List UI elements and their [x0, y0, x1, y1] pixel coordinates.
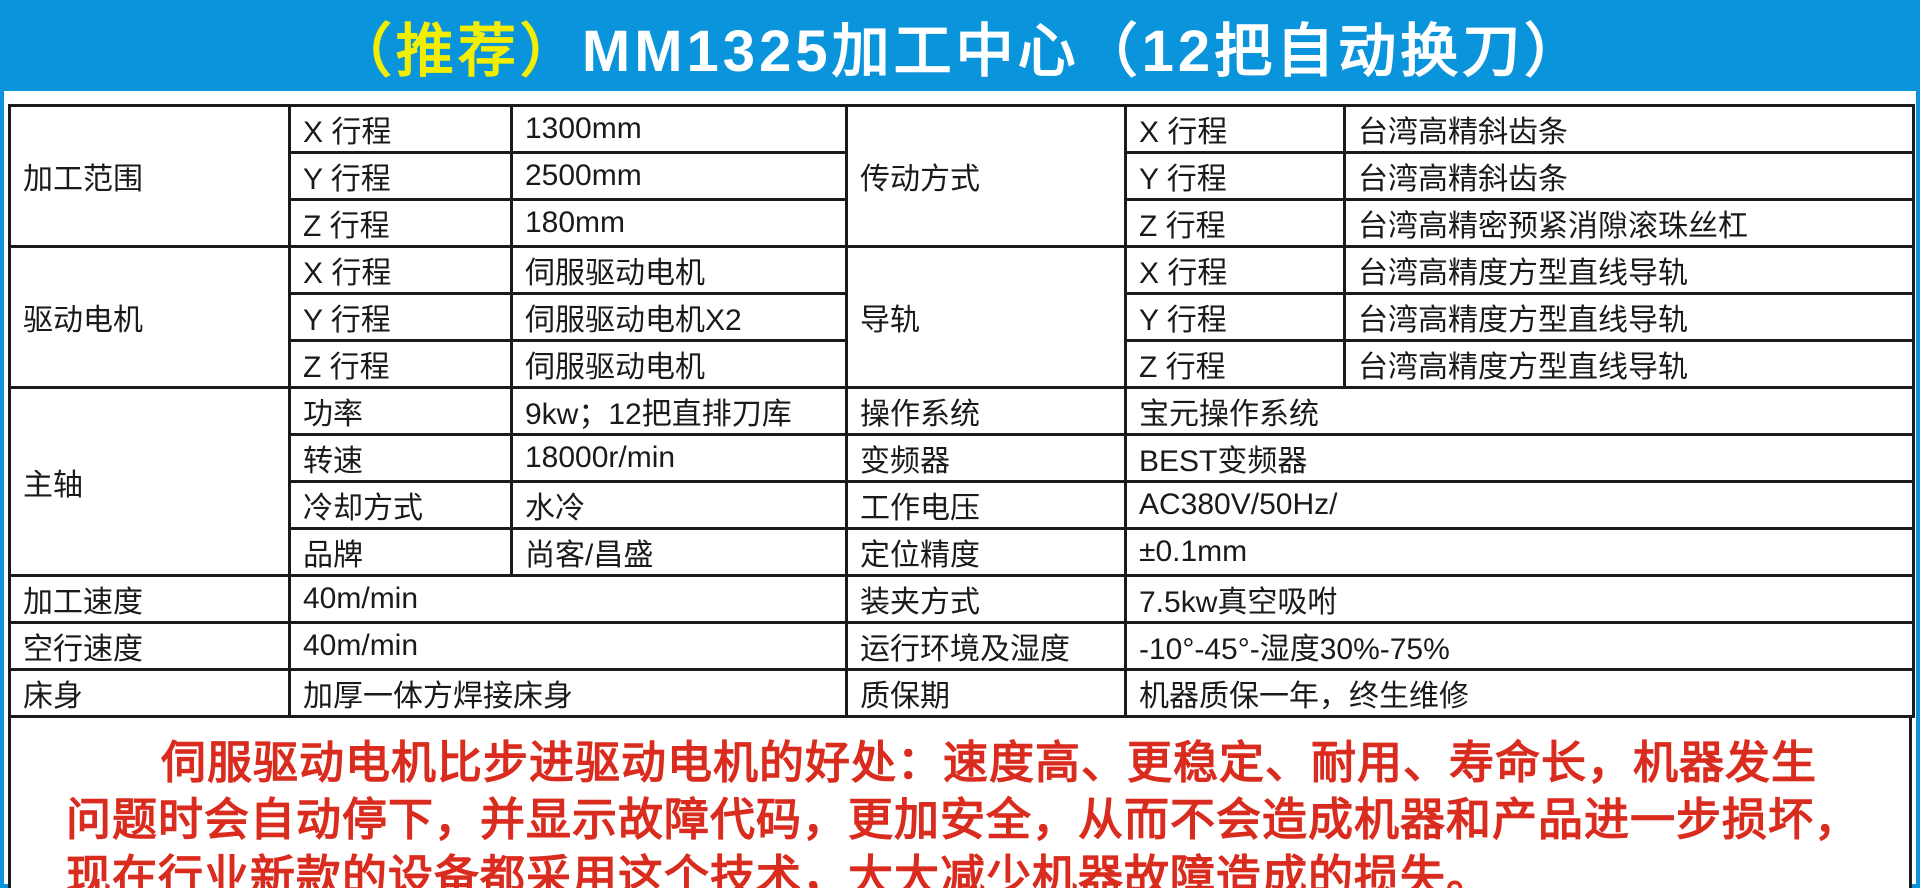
category-cell: 工作电压 — [845, 480, 1127, 530]
table-row: 主轴 功率 9kw；12把直排刀库 操作系统 宝元操作系统 — [8, 386, 1915, 577]
category-cell: 主轴 — [8, 386, 291, 577]
value-cell: 40m/min — [288, 574, 848, 624]
sub-label-cell: Y 行程 — [288, 151, 513, 201]
category-cell: 运行环境及湿度 — [845, 621, 1127, 671]
category-cell: 变频器 — [845, 433, 1127, 483]
sub-label-cell: Z 行程 — [288, 339, 513, 389]
sub-label-cell: 转速 — [288, 433, 513, 483]
value-cell: 台湾高精度方型直线导轨 — [1343, 292, 1915, 342]
sub-label-cell: Y 行程 — [1124, 151, 1346, 201]
sheet-body: 加工范围 X 行程 1300mm 传动方式 X 行程 台湾高精斜齿条 Y 行程 … — [4, 91, 1916, 888]
table-row: Y 行程 伺服驱动电机X2 Y 行程 台湾高精度方型直线导轨 — [10, 292, 1915, 342]
table-row: 加工速度 40m/min 装夹方式 7.5kw真空吸咐 — [8, 574, 1915, 624]
sub-label-cell: Y 行程 — [1124, 292, 1346, 342]
value-cell: 2500mm — [510, 151, 848, 201]
value-cell: 伺服驱动电机 — [510, 245, 848, 295]
value-cell: 9kw；12把直排刀库 — [510, 386, 848, 436]
table-row: 空行速度 40m/min 运行环境及湿度 -10°-45°-湿度30%-75% — [8, 621, 1915, 671]
note-line-2: 问题时会自动停下，并显示故障代码，更加安全，从而不会造成机器和产品进一步损坏， — [66, 794, 1861, 845]
title-recommended-tag: （推荐） — [333, 18, 582, 84]
sub-label-cell: 冷却方式 — [288, 480, 513, 530]
table-row: 转速 18000r/min 变频器 BEST变频器 — [10, 433, 1915, 483]
category-cell: 驱动电机 — [8, 245, 291, 389]
category-cell: 导轨 — [845, 245, 1127, 389]
category-cell: 加工范围 — [8, 104, 291, 248]
value-cell: 台湾高精度方型直线导轨 — [1343, 245, 1915, 295]
value-cell: 7.5kw真空吸咐 — [1124, 574, 1915, 624]
table-row: 床身 加厚一体方焊接床身 质保期 机器质保一年，终生维修 — [8, 668, 1915, 718]
table-row: 冷却方式 水冷 工作电压 AC380V/50Hz/ — [10, 480, 1915, 530]
sub-label-cell: Z 行程 — [288, 198, 513, 248]
sub-label-cell: Z 行程 — [1124, 339, 1346, 389]
table-row: Z 行程 伺服驱动电机 Z 行程 台湾高精度方型直线导轨 — [10, 339, 1915, 389]
sub-label-cell: 品牌 — [288, 527, 513, 577]
category-cell: 质保期 — [845, 668, 1127, 718]
value-cell: 台湾高精密预紧消隙滚珠丝杠 — [1343, 198, 1915, 248]
category-cell: 空行速度 — [8, 621, 291, 671]
category-cell: 传动方式 — [845, 104, 1127, 248]
value-cell: 台湾高精斜齿条 — [1343, 151, 1915, 201]
value-cell: 伺服驱动电机X2 — [510, 292, 848, 342]
servo-benefits-note: 伺服驱动电机比步进驱动电机的好处：速度高、更稳定、耐用、寿命长，机器发生 问题时… — [8, 718, 1912, 888]
sub-label-cell: X 行程 — [1124, 245, 1346, 295]
sub-label-cell: X 行程 — [1124, 104, 1346, 154]
value-cell: 加厚一体方焊接床身 — [288, 668, 848, 718]
category-cell: 加工速度 — [8, 574, 291, 624]
sub-label-cell: Y 行程 — [288, 292, 513, 342]
category-cell: 床身 — [8, 668, 291, 718]
value-cell: 尚客/昌盛 — [510, 527, 848, 577]
value-cell: 伺服驱动电机 — [510, 339, 848, 389]
value-cell: 机器质保一年，终生维修 — [1124, 668, 1915, 718]
value-cell: 台湾高精度方型直线导轨 — [1343, 339, 1915, 389]
value-cell: ±0.1mm — [1124, 527, 1915, 577]
value-cell: 18000r/min — [510, 433, 848, 483]
value-cell: 180mm — [510, 198, 848, 248]
value-cell: 台湾高精斜齿条 — [1343, 104, 1915, 154]
note-line-3: 现在行业新款的设备都采用这个技术，大大减少机器故障造成的损失。 — [66, 851, 1493, 888]
sub-label-cell: X 行程 — [288, 245, 513, 295]
table-row: 加工范围 X 行程 1300mm 传动方式 X 行程 台湾高精斜齿条 — [8, 104, 1915, 248]
title-banner: （推荐） MM1325加工中心（12把自动换刀） — [0, 0, 1920, 91]
note-line-1: 伺服驱动电机比步进驱动电机的好处：速度高、更稳定、耐用、寿命长，机器发生 — [161, 737, 1818, 788]
table-row: 品牌 尚客/昌盛 定位精度 ±0.1mm — [10, 527, 1915, 577]
value-cell: BEST变频器 — [1124, 433, 1915, 483]
page-title: MM1325加工中心（12把自动换刀） — [581, 18, 1587, 84]
category-cell: 操作系统 — [845, 386, 1127, 436]
category-cell: 定位精度 — [845, 527, 1127, 577]
table-row: Z 行程 180mm Z 行程 台湾高精密预紧消隙滚珠丝杠 — [10, 198, 1915, 248]
sub-label-cell: Z 行程 — [1124, 198, 1346, 248]
value-cell: 宝元操作系统 — [1124, 386, 1915, 436]
sub-label-cell: 功率 — [288, 386, 513, 436]
value-cell: 水冷 — [510, 480, 848, 530]
table-row: 驱动电机 X 行程 伺服驱动电机 导轨 X 行程 台湾高精度方型直线导轨 — [8, 245, 1915, 389]
value-cell: 1300mm — [510, 104, 848, 154]
table-row: Y 行程 2500mm Y 行程 台湾高精斜齿条 — [10, 151, 1915, 201]
value-cell: AC380V/50Hz/ — [1124, 480, 1915, 530]
value-cell: 40m/min — [288, 621, 848, 671]
spec-table: 加工范围 X 行程 1300mm 传动方式 X 行程 台湾高精斜齿条 Y 行程 … — [8, 104, 1915, 718]
value-cell: -10°-45°-湿度30%-75% — [1124, 621, 1915, 671]
category-cell: 装夹方式 — [845, 574, 1127, 624]
sub-label-cell: X 行程 — [288, 104, 513, 154]
